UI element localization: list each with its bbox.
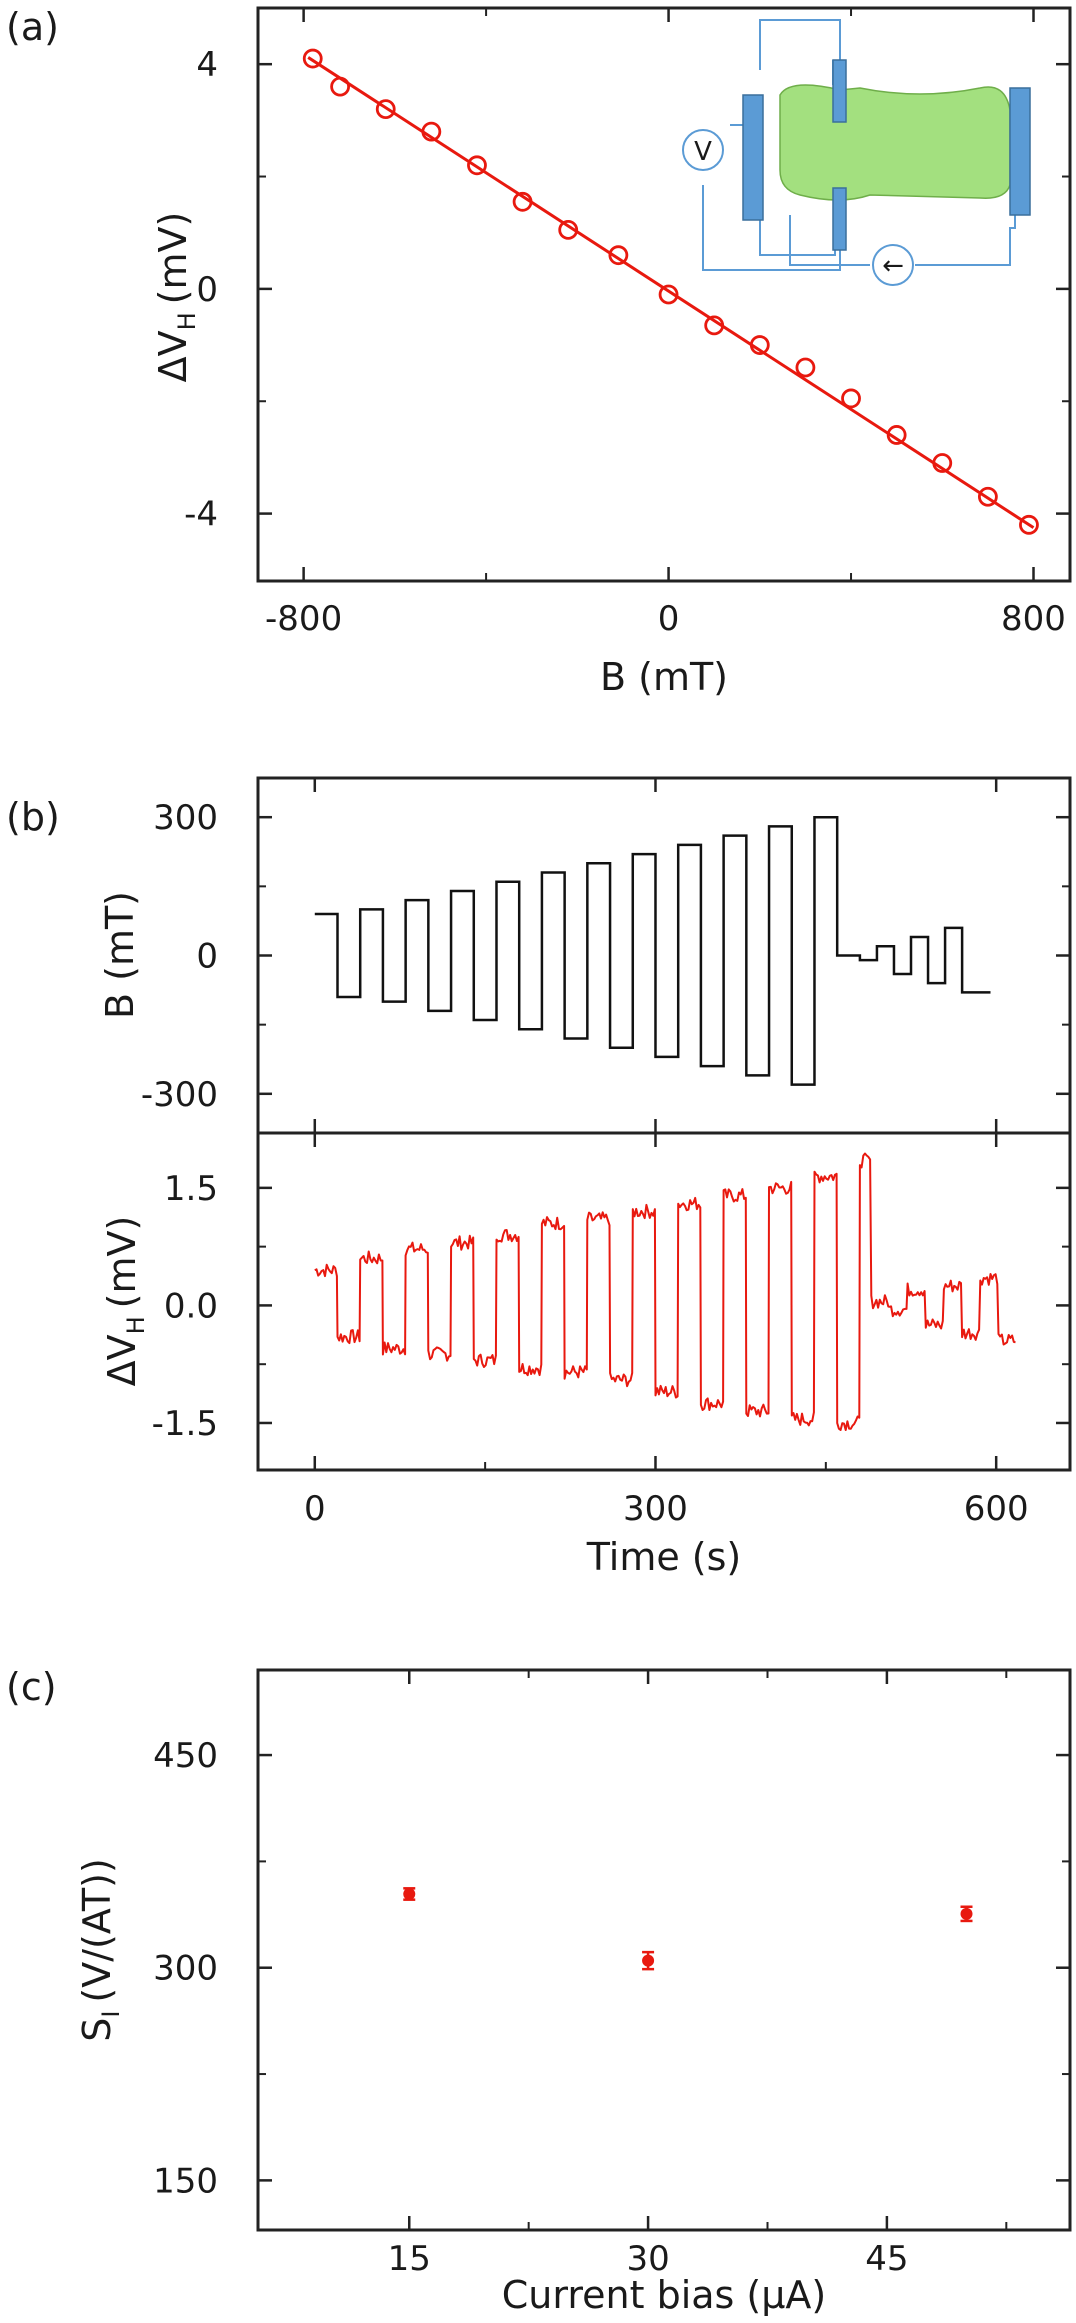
- data-point: [1019, 514, 1039, 535]
- panel-b-top-y-axis-label: B (mT): [98, 891, 142, 1019]
- panel-c-data-points: [403, 1887, 973, 1971]
- panel-b-frame: [256, 776, 1072, 1472]
- c-y-tick-label: 450: [153, 1736, 218, 1776]
- bb-y-tick-label: 0.0: [164, 1286, 218, 1326]
- c-y-tick-label: 300: [153, 1949, 218, 1989]
- panel-c-ticks: [258, 1670, 1070, 2230]
- panel-a-label: (a): [6, 5, 59, 49]
- voltmeter-circle: [682, 129, 724, 171]
- current-source-arrow: ←: [882, 251, 904, 281]
- a-y-tick-label: -4: [184, 495, 218, 535]
- data-point: [886, 425, 907, 445]
- b-field-trace: [314, 815, 991, 1086]
- panel-c-x-tick-labels: 15 30 45: [388, 2239, 909, 2279]
- current-contact-left: [742, 94, 764, 221]
- data-point: [467, 155, 487, 176]
- hall-voltage-trace: [314, 1152, 1016, 1431]
- panel-c-y-tick-labels: 450 300 150: [153, 1736, 218, 2201]
- panel-c-x-axis-label: Current bias (μA): [502, 2273, 826, 2317]
- data-point: [330, 76, 351, 97]
- data-point: [375, 99, 396, 120]
- a-y-tick-label: 4: [196, 45, 218, 85]
- panel-a-frame: [256, 6, 1072, 583]
- data-point: [302, 48, 323, 69]
- c-x-tick-label: 30: [626, 2239, 669, 2279]
- data-point: [512, 191, 533, 212]
- bb-x-tick-label: 300: [623, 1489, 688, 1529]
- data-point: [795, 357, 816, 378]
- bb-ylabel-sub: H: [122, 1316, 150, 1334]
- panel-b-x-axis-label: Time (s): [586, 1535, 742, 1579]
- panel-b-bottom-y-axis-label: ΔVH (mV): [100, 1216, 150, 1387]
- bt-y-tick-label: 300: [153, 798, 218, 838]
- panel-a-data-points: [302, 48, 1039, 535]
- panel-b-bottom-y-tick-labels: 1.5 0.0 -1.5: [152, 1169, 218, 1444]
- panel-b-top-y-tick-labels: 300 0 -300: [141, 798, 218, 1115]
- data-point: [977, 486, 998, 507]
- voltmeter-label: V: [694, 137, 712, 167]
- panel-c-frame: [256, 1668, 1072, 2232]
- panel-c-label: (c): [6, 1665, 57, 1709]
- a-x-tick-label: 0: [658, 599, 680, 639]
- panel-a-x-axis-label: B (mT): [600, 655, 728, 699]
- bt-y-tick-label: -300: [141, 1075, 218, 1115]
- current-source-circle: [872, 244, 914, 286]
- panel-b-plot: 300 0 -300 1.5 0.0 -1.5 0 300 600 Time (…: [98, 776, 1072, 1579]
- voltage-contact-top: [832, 59, 847, 123]
- bb-x-tick-label: 600: [964, 1489, 1029, 1529]
- current-contact-right: [1009, 87, 1031, 216]
- a-ylabel-sub: H: [173, 312, 201, 330]
- bb-x-tick-label: 0: [304, 1489, 326, 1529]
- hall-bar-inset: V ←: [682, 19, 1031, 286]
- data-point: [403, 1888, 416, 1900]
- bb-y-tick-label: -1.5: [152, 1404, 218, 1444]
- bt-y-tick-label: 0: [196, 937, 218, 977]
- panel-a-y-tick-labels: 4 0 -4: [184, 45, 218, 534]
- panel-a-y-axis-label: ΔVH (mV): [151, 212, 201, 383]
- a-ylabel-main: ΔV: [151, 330, 195, 382]
- panel-b-top-ticks: [258, 778, 1070, 1133]
- data-point: [421, 121, 442, 142]
- voltage-contact-bottom: [832, 187, 847, 251]
- panel-a-ticks: [258, 8, 1070, 581]
- c-x-tick-label: 15: [388, 2239, 431, 2279]
- data-point: [658, 284, 679, 305]
- data-point: [749, 335, 770, 355]
- panel-a-x-tick-labels: -800 0 800: [265, 599, 1066, 639]
- data-point: [642, 1954, 655, 1967]
- sample-flake: [779, 84, 1011, 201]
- c-y-tick-label: 150: [153, 2161, 218, 2201]
- a-ylabel-unit: (mV): [151, 212, 195, 305]
- bb-ylabel-unit: (mV): [100, 1216, 144, 1309]
- a-x-tick-label: 800: [1001, 599, 1066, 639]
- panel-a-plot: -800 0 800 4 0 -4: [151, 6, 1072, 699]
- panel-c-plot: 15 30 45 450 300 150 Current bias (μA) S…: [75, 1668, 1072, 2317]
- c-ylabel-unit: (V/(AT)): [75, 1858, 119, 2002]
- panel-b-x-tick-labels: 0 300 600: [304, 1489, 1029, 1529]
- a-y-tick-label: 0: [196, 270, 218, 310]
- panel-a-fit-line: [307, 56, 1035, 529]
- a-x-tick-label: -800: [265, 599, 342, 639]
- data-point: [932, 453, 953, 473]
- bb-y-tick-label: 1.5: [164, 1169, 218, 1209]
- panel-c-y-axis-label: SI (V/(AT)): [75, 1858, 125, 2042]
- data-point: [960, 1907, 973, 1920]
- c-ylabel-main: S: [75, 2018, 119, 2042]
- c-ylabel-sub: I: [97, 2011, 125, 2018]
- c-x-tick-label: 45: [865, 2239, 908, 2279]
- data-point: [558, 219, 579, 240]
- data-point: [608, 245, 629, 266]
- data-point: [841, 388, 861, 409]
- bb-ylabel-main: ΔV: [100, 1334, 144, 1386]
- panel-b-bottom-ticks: [258, 1133, 1070, 1470]
- data-point: [704, 315, 725, 336]
- panel-b-label: (b): [6, 795, 60, 839]
